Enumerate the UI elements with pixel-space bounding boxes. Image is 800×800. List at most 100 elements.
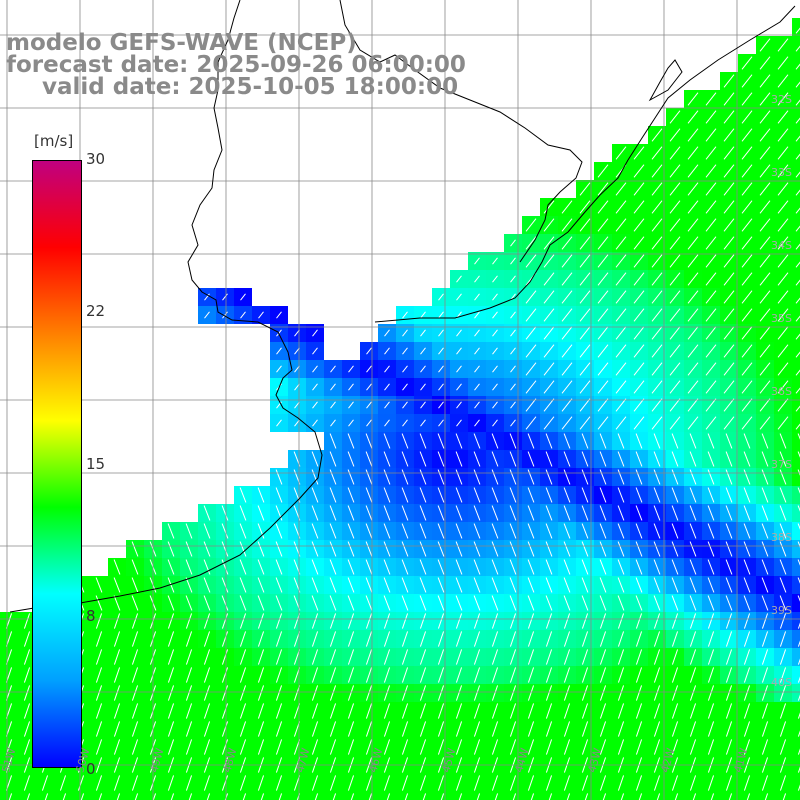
wind-arrow xyxy=(525,236,537,250)
wind-arrow xyxy=(402,329,408,337)
wind-arrow xyxy=(705,308,717,322)
wind-arrow xyxy=(743,685,751,701)
wind-arrow xyxy=(579,362,591,376)
wind-arrow xyxy=(581,469,589,485)
wind-arrow xyxy=(347,559,355,575)
wind-arrow xyxy=(455,487,463,503)
wind-arrow xyxy=(474,383,480,391)
wind-arrow xyxy=(795,405,800,412)
wind-arrow xyxy=(95,631,103,647)
lat-label: 40S xyxy=(771,676,792,689)
wind-arrow xyxy=(239,703,247,719)
wind-arrow xyxy=(761,613,769,629)
wind-arrow xyxy=(743,775,751,791)
wind-arrow xyxy=(167,631,175,647)
wind-arrow xyxy=(777,272,789,286)
wind-arrow xyxy=(561,362,573,376)
wind-arrow xyxy=(510,383,516,391)
wind-arrow xyxy=(329,433,337,449)
wind-speed-field xyxy=(0,18,800,800)
speed-cell xyxy=(0,792,18,800)
wind-arrow xyxy=(275,595,283,611)
wind-arrow xyxy=(581,595,589,611)
wind-arrow xyxy=(707,667,715,683)
wind-arrow xyxy=(705,218,717,232)
wind-arrow xyxy=(98,793,103,800)
wind-arrow xyxy=(474,311,480,319)
wind-arrow xyxy=(419,577,427,593)
wind-arrow xyxy=(437,559,445,575)
wind-arrow xyxy=(741,200,753,214)
wind-arrow xyxy=(797,640,800,647)
wind-arrow xyxy=(276,347,282,355)
wind-arrow xyxy=(671,667,679,683)
wind-arrow xyxy=(167,559,175,575)
speed-cell xyxy=(684,792,702,800)
wind-arrow xyxy=(242,793,247,800)
wind-arrow xyxy=(347,631,355,647)
wind-arrow xyxy=(741,56,753,70)
wind-arrow xyxy=(653,721,661,737)
wind-arrow xyxy=(615,398,627,412)
wind-arrow xyxy=(311,631,319,647)
wind-arrow xyxy=(276,365,282,373)
speed-cell xyxy=(180,792,198,800)
wind-arrow xyxy=(525,326,537,340)
wind-arrow xyxy=(509,559,517,575)
wind-arrow xyxy=(669,146,681,160)
wind-arrow xyxy=(492,311,498,319)
wind-arrow xyxy=(203,631,211,647)
wind-arrow xyxy=(221,541,229,557)
wind-arrow xyxy=(599,559,607,575)
wind-arrow xyxy=(779,649,787,665)
wind-arrow xyxy=(705,380,717,394)
wind-arrow xyxy=(741,326,753,340)
wind-arrow xyxy=(651,164,663,178)
wind-arrow xyxy=(365,667,373,683)
wind-arrow xyxy=(651,380,663,394)
speed-cell xyxy=(468,792,486,800)
wind-arrow xyxy=(401,505,409,521)
wind-arrow xyxy=(671,577,679,593)
wind-arrow xyxy=(723,398,735,412)
wind-arrow xyxy=(491,487,499,503)
wind-arrow xyxy=(579,200,591,214)
wind-arrow xyxy=(239,631,247,647)
speed-cell xyxy=(792,324,800,342)
wind-arrow xyxy=(311,721,319,737)
wind-arrow xyxy=(312,419,318,427)
wind-arrow xyxy=(635,667,643,683)
speed-cell xyxy=(378,792,396,800)
wind-arrow xyxy=(347,649,355,665)
wind-arrow xyxy=(797,487,800,494)
wind-arrow xyxy=(599,613,607,629)
wind-arrow xyxy=(510,365,516,373)
wind-arrow xyxy=(795,81,800,88)
wind-arrow xyxy=(455,613,463,629)
wind-arrow xyxy=(599,541,607,557)
wind-arrow xyxy=(669,200,681,214)
wind-arrow xyxy=(671,613,679,629)
wind-arrow xyxy=(312,329,318,337)
wind-arrow xyxy=(779,631,787,647)
wind-arrow xyxy=(561,344,573,358)
wind-arrow xyxy=(203,505,211,521)
wind-arrow xyxy=(473,649,481,665)
coastline-east xyxy=(374,5,796,323)
wind-arrow xyxy=(597,380,609,394)
wind-arrow xyxy=(275,487,283,503)
wind-arrow xyxy=(795,297,800,304)
speed-cell xyxy=(216,792,234,800)
wind-arrow xyxy=(311,523,319,539)
wind-arrow xyxy=(653,703,661,719)
wind-arrow xyxy=(221,775,229,791)
wind-arrow xyxy=(329,613,337,629)
wind-arrow xyxy=(597,416,609,430)
wind-arrow xyxy=(437,487,445,503)
wind-arrow xyxy=(545,595,553,611)
wind-arrow xyxy=(761,559,769,575)
wind-arrow xyxy=(420,383,426,391)
wind-arrow xyxy=(185,595,193,611)
wind-arrow xyxy=(257,505,265,521)
wind-arrow xyxy=(509,433,517,449)
